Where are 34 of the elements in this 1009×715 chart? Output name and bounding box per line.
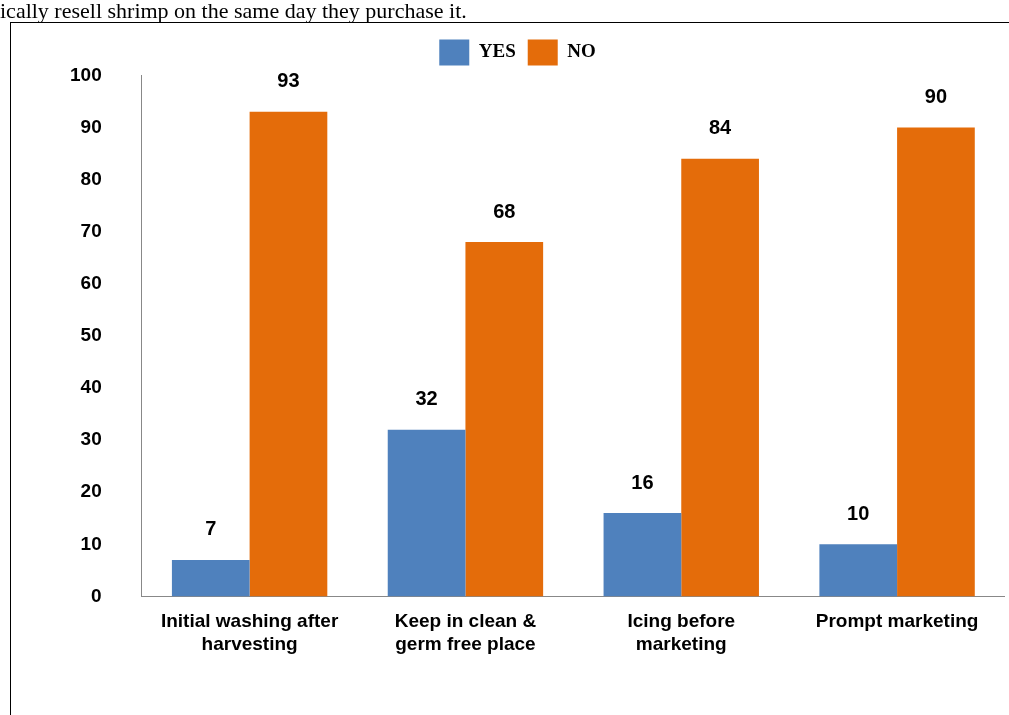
data-label: 68 <box>493 199 516 222</box>
y-tick-label: 90 <box>80 115 102 137</box>
y-tick-label: 30 <box>80 428 102 450</box>
data-label: 7 <box>205 517 217 540</box>
bar <box>249 111 328 597</box>
y-tick-label: 100 <box>70 63 102 85</box>
bar <box>681 158 759 597</box>
data-label: 90 <box>924 85 948 108</box>
y-tick-label: 60 <box>80 272 102 294</box>
data-label: 32 <box>415 387 438 410</box>
x-tick-label: Prompt marketing <box>815 610 979 632</box>
data-label: 93 <box>277 69 300 92</box>
bar <box>897 127 975 597</box>
bar <box>819 544 898 597</box>
x-tick-label: Keep in clean & germ free place <box>394 610 537 654</box>
data-label: 84 <box>708 116 733 139</box>
bar <box>603 513 682 597</box>
y-tick-label: 40 <box>80 376 102 398</box>
legend-label: YES <box>478 40 516 62</box>
bar <box>465 242 544 597</box>
y-tick-label: 50 <box>80 324 102 346</box>
x-tick-label: Icing before marketing <box>627 610 736 654</box>
text: ically resell shrimp on the same day they purchase it. <box>0 0 467 23</box>
bar <box>171 559 250 597</box>
x-tick-label: Initial washing after harvesting <box>160 610 339 654</box>
y-tick-label: 80 <box>80 167 102 189</box>
legend-label: NO <box>567 40 596 62</box>
y-tick-label: 10 <box>80 532 102 554</box>
y-tick-label: 70 <box>80 219 102 241</box>
data-label: 16 <box>631 470 654 493</box>
bar <box>387 429 466 597</box>
y-tick-label: 0 <box>91 584 102 606</box>
data-label: 10 <box>847 501 870 524</box>
y-tick-label: 20 <box>80 480 102 502</box>
